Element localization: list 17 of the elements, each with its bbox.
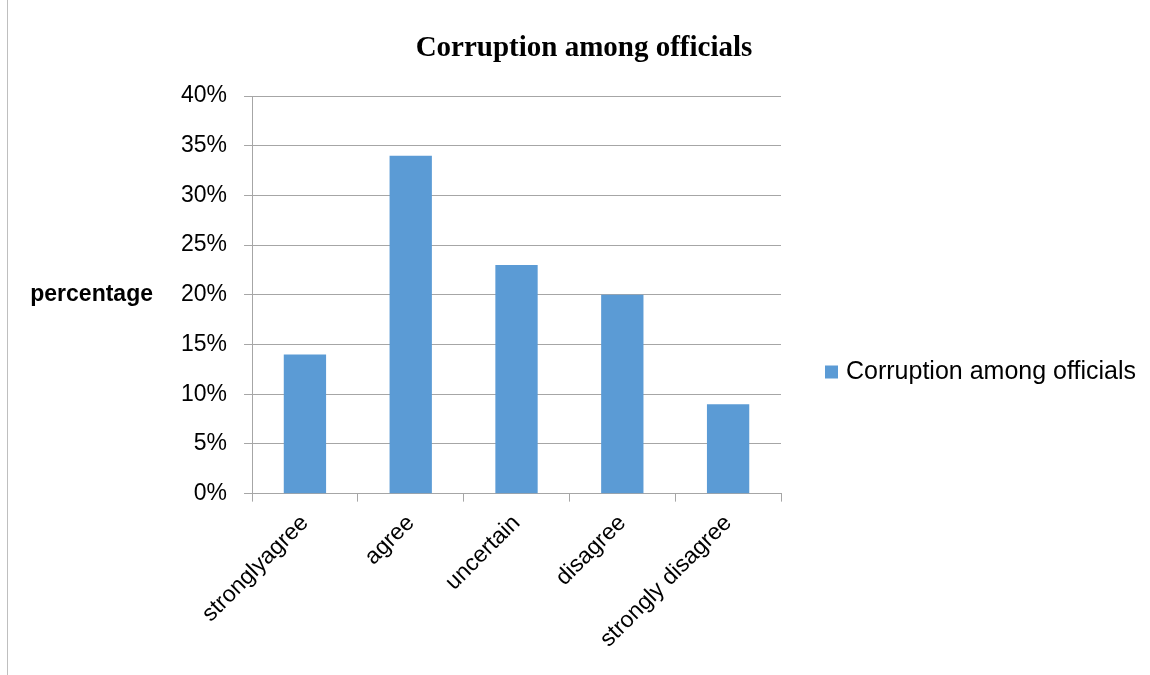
bar <box>706 404 750 494</box>
bar <box>389 155 432 494</box>
bar <box>601 294 644 494</box>
chart-title: Corruption among officials <box>415 30 753 62</box>
y-tick-label: 0% <box>193 478 228 505</box>
bar <box>495 264 538 494</box>
y-tick-label: 20% <box>180 280 228 307</box>
y-axis-title: percentage <box>30 280 153 307</box>
y-tick-label: 10% <box>180 379 228 406</box>
bar <box>283 354 327 494</box>
y-tick-label: 40% <box>180 81 228 108</box>
y-tick-label: 35% <box>180 131 228 158</box>
y-tick-label: 5% <box>193 429 228 456</box>
legend-label: Corruption among officials <box>846 356 1136 385</box>
y-tick-label: 25% <box>180 230 228 257</box>
y-tick-label: 30% <box>180 180 228 207</box>
y-tick-label: 15% <box>180 329 228 356</box>
